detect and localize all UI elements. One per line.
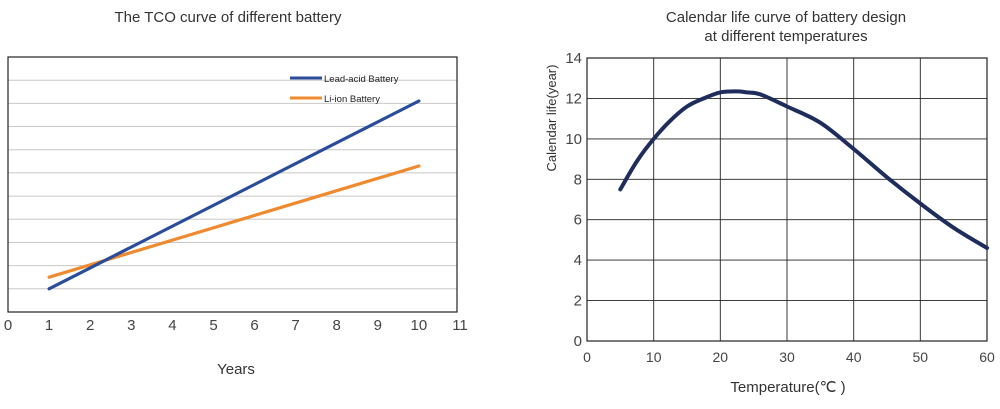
tco-x-axis-label: Years <box>217 361 255 378</box>
tco-x-tick-label: 11 <box>452 317 468 334</box>
tco-plot-frame <box>7 56 458 313</box>
tco-gridlines <box>8 79 457 290</box>
tco-x-tick-label: 3 <box>127 317 135 334</box>
tco-chart: The TCO curve of different battery 0 1 2 3 4… <box>4 9 468 378</box>
calendar-x-tick-label: 40 <box>846 349 862 365</box>
calendar-x-axis-label: Temperature(℃ ) <box>730 379 845 396</box>
calendar-y-tick-label: 0 <box>574 333 582 350</box>
calendar-life-chart: Calendar life curve of battery design at… <box>544 9 995 396</box>
tco-x-tick-label: 9 <box>374 317 382 334</box>
tco-x-tick-label: 6 <box>250 317 258 334</box>
calendar-gridlines <box>587 58 987 341</box>
tco-chart-title: The TCO curve of different battery <box>114 9 342 26</box>
calendar-y-tick-label: 6 <box>574 212 582 229</box>
calendar-x-tick-label: 20 <box>713 349 729 365</box>
calendar-y-tick-label: 12 <box>565 90 582 107</box>
series-line-lead-acid <box>47 99 421 291</box>
calendar-life-curve <box>618 89 989 250</box>
calendar-series-group <box>618 89 989 250</box>
tco-x-tick-label: 2 <box>86 317 94 334</box>
tco-x-tick-label: 5 <box>209 317 217 334</box>
calendar-y-tick-label: 14 <box>565 50 582 67</box>
calendar-x-tick-label: 60 <box>979 349 995 365</box>
calendar-y-tick-label: 4 <box>574 252 582 269</box>
tco-x-tick-label: 7 <box>291 317 299 334</box>
calendar-y-tick-labels: 0 2 4 6 8 10 12 14 <box>565 50 582 350</box>
tco-x-tick-label: 8 <box>333 317 341 334</box>
calendar-x-tick-label: 10 <box>646 349 662 365</box>
tco-x-tick-label: 0 <box>4 317 12 334</box>
calendar-chart-title-line2: at different temperatures <box>704 28 867 45</box>
calendar-x-tick-label: 30 <box>779 349 795 365</box>
tco-x-tick-label: 4 <box>168 317 176 334</box>
calendar-plot-frame <box>586 57 988 342</box>
calendar-y-tick-label: 2 <box>574 293 582 310</box>
calendar-x-tick-label: 0 <box>583 349 591 365</box>
tco-x-tick-labels: 0 1 2 3 4 5 6 7 8 9 10 11 <box>4 317 468 334</box>
tco-x-tick-label: 10 <box>411 317 428 334</box>
calendar-y-tick-label: 10 <box>565 131 582 148</box>
legend-label-lead-acid: Lead-acid Battery <box>324 74 399 85</box>
calendar-y-axis-label: Calendar life(year) <box>544 65 559 172</box>
calendar-y-tick-label: 8 <box>574 171 582 188</box>
calendar-x-tick-labels: 0 10 20 30 40 50 60 <box>583 349 995 365</box>
tco-x-tick-label: 1 <box>45 317 53 334</box>
tco-legend: Lead-acid Battery Li-ion Battery <box>290 74 399 105</box>
tco-series-group <box>47 99 421 291</box>
calendar-chart-title-line1: Calendar life curve of battery design <box>666 9 906 26</box>
legend-label-li-ion: Li-ion Battery <box>324 94 380 105</box>
calendar-x-tick-label: 50 <box>913 349 929 365</box>
